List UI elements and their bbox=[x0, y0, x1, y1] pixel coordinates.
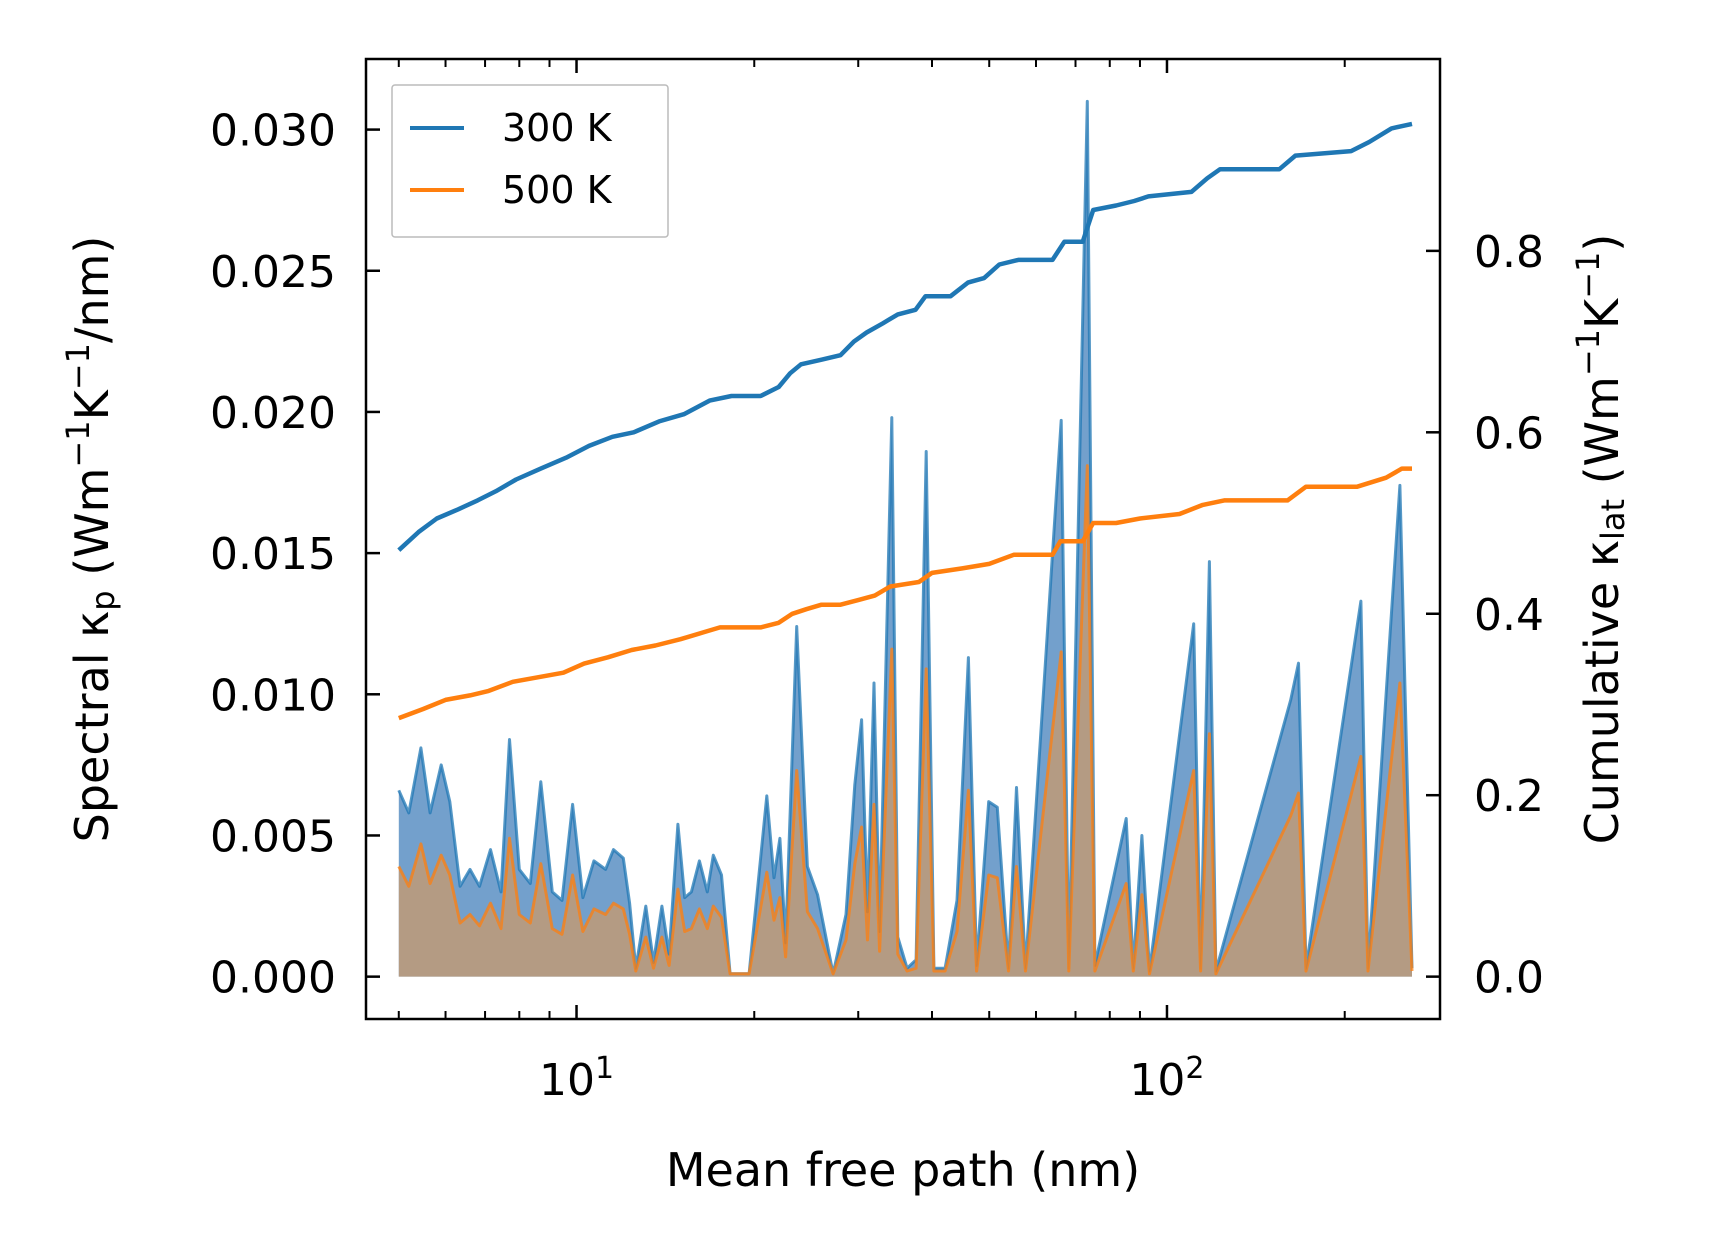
cumulative-line-500k bbox=[398, 466, 1412, 721]
y-left-label-unit-close: /nm) bbox=[65, 236, 119, 343]
y-left-label-unit-open: (Wm bbox=[65, 468, 119, 591]
y-left-tick-label: 0.020 bbox=[210, 388, 336, 439]
y-left-label-exp1: −1 bbox=[59, 420, 97, 467]
y-right-tick-label: 0.8 bbox=[1474, 227, 1544, 278]
y-left-label-sub: p bbox=[84, 590, 122, 610]
ticks-layer: 101 1020.0000.0050.0100.0150.0200.0250.03… bbox=[210, 59, 1544, 1106]
y-right-label-unit-close: ) bbox=[1575, 234, 1629, 252]
cumulative-line-300k bbox=[397, 121, 1413, 552]
spectral-line-300k bbox=[397, 99, 1414, 976]
x-tick-label: 101 bbox=[539, 1051, 614, 1107]
legend: 300 K 500 K bbox=[391, 84, 669, 238]
y-axis-right-label: Cumulative κlat (Wm−1K−1) bbox=[1569, 234, 1632, 845]
y-right-label-unit-open: (Wm bbox=[1575, 376, 1629, 499]
plot-frame bbox=[364, 57, 1442, 1021]
series-layer bbox=[397, 99, 1414, 977]
x-tick-label-exp: 2 bbox=[1185, 1051, 1204, 1086]
y-left-label-exp2: −1 bbox=[59, 343, 97, 390]
y-right-tick-label: 0.6 bbox=[1474, 408, 1544, 459]
y-right-label-exp1: −1 bbox=[1569, 329, 1607, 376]
x-tick-label: 102 bbox=[1129, 1051, 1204, 1107]
y-left-tick-label: 0.025 bbox=[210, 247, 336, 298]
x-tick-label-base: 10 bbox=[539, 1055, 595, 1106]
spectral-line-500k bbox=[397, 464, 1414, 976]
y-right-label-exp2: −1 bbox=[1569, 252, 1607, 299]
y-right-label-sub: lat bbox=[1594, 499, 1632, 540]
x-tick-label-base: 10 bbox=[1129, 1055, 1185, 1106]
y-left-tick-label: 0.030 bbox=[210, 106, 336, 157]
y-left-tick-label: 0.010 bbox=[210, 670, 336, 721]
y-left-tick-label: 0.015 bbox=[210, 529, 336, 580]
y-right-label-mid: K bbox=[1575, 297, 1629, 329]
y-right-label-main: Cumulative κ bbox=[1575, 540, 1629, 844]
y-right-tick-label: 0.2 bbox=[1474, 771, 1544, 822]
x-axis-label: Mean free path (nm) bbox=[666, 1143, 1140, 1197]
y-left-tick-label: 0.000 bbox=[210, 953, 336, 1004]
y-axis-left-label: Spectral κp (Wm−1K−1/nm) bbox=[59, 236, 122, 843]
y-left-tick-label: 0.005 bbox=[210, 811, 336, 862]
y-right-tick-label: 0.4 bbox=[1474, 590, 1544, 641]
legend-box bbox=[391, 84, 669, 238]
y-left-label-main: Spectral κ bbox=[65, 611, 119, 843]
legend-label-500k: 500 K bbox=[502, 168, 613, 212]
x-tick-label-exp: 1 bbox=[595, 1051, 614, 1086]
legend-label-300k: 300 K bbox=[502, 106, 613, 150]
y-left-label-mid: K bbox=[65, 388, 119, 420]
y-right-tick-label: 0.0 bbox=[1474, 953, 1544, 1004]
